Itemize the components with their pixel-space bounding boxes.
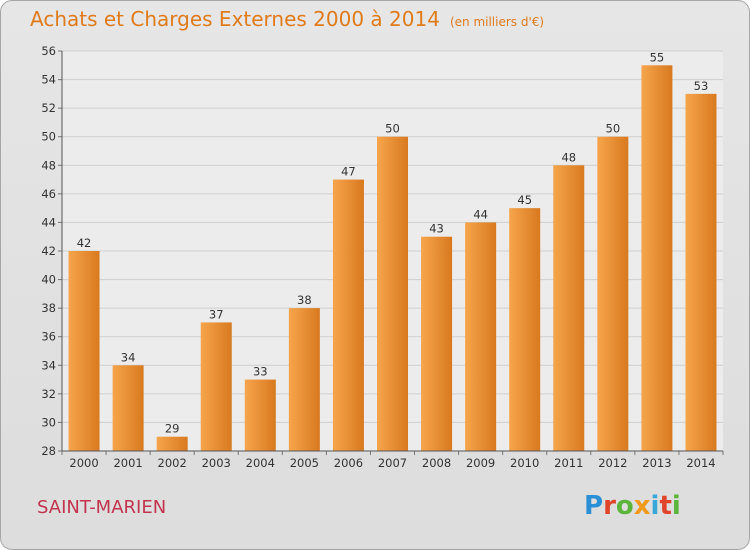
- bar-2008: [421, 236, 453, 451]
- x-tick-label-2012: 2012: [598, 456, 627, 470]
- y-tick-label: 42: [41, 244, 56, 258]
- data-label-2012: 50: [606, 122, 621, 136]
- data-label-2010: 45: [517, 193, 532, 207]
- y-tick-label: 46: [41, 187, 56, 201]
- x-tick-label-2010: 2010: [510, 456, 539, 470]
- x-tick-label-2007: 2007: [378, 456, 407, 470]
- bar-2009: [465, 222, 497, 451]
- x-tick-label-2009: 2009: [466, 456, 495, 470]
- data-label-2008: 43: [429, 222, 444, 236]
- logo-letter: x: [633, 491, 651, 521]
- logo-letter: i: [671, 491, 681, 521]
- data-label-2011: 48: [561, 150, 576, 164]
- y-tick-label: 40: [41, 273, 56, 287]
- x-tick-label-2001: 2001: [113, 456, 142, 470]
- bar-2013: [641, 65, 673, 452]
- data-label-2005: 38: [297, 293, 312, 307]
- y-tick-label: 44: [41, 215, 56, 229]
- x-tick-label-2005: 2005: [290, 456, 319, 470]
- x-tick-label-2013: 2013: [642, 456, 671, 470]
- data-label-2004: 33: [253, 365, 268, 379]
- chart-title-text: Achats et Charges Externes 2000 à 2014: [30, 7, 440, 31]
- logo-letter: o: [615, 491, 634, 521]
- bar-2007: [377, 136, 408, 451]
- city-name: SAINT-MARIEN: [37, 497, 167, 518]
- y-tick-label: 38: [41, 301, 56, 315]
- data-label-2009: 44: [473, 207, 488, 221]
- bar-2002: [156, 436, 188, 451]
- bar-2011: [553, 165, 585, 452]
- y-tick-label: 56: [41, 44, 56, 58]
- x-tick-label-2008: 2008: [422, 456, 451, 470]
- axes: 28 30 32 34 36 38 40 42 44 46 48 50 52 54 56 2000 2001 20…: [41, 44, 724, 470]
- x-tick-label-2000: 2000: [69, 456, 98, 470]
- y-tick-label: 30: [41, 415, 56, 429]
- logo-letter: i: [650, 491, 660, 521]
- x-tick-label-2002: 2002: [158, 456, 187, 470]
- y-tick-label: 48: [41, 158, 56, 172]
- y-tick-label: 52: [41, 101, 56, 115]
- bar-2006: [332, 179, 364, 452]
- bar-2005: [288, 308, 320, 451]
- bar-2010: [509, 208, 541, 451]
- x-tick-label-2014: 2014: [686, 456, 715, 470]
- x-tick-label-2011: 2011: [554, 456, 583, 470]
- y-tick-label: 36: [41, 330, 56, 344]
- data-label-2013: 55: [650, 50, 665, 64]
- data-label-2002: 29: [165, 422, 180, 436]
- bar-2004: [244, 379, 276, 451]
- chart-unit: (en milliers d'€): [449, 15, 545, 29]
- data-label-2003: 37: [209, 307, 224, 321]
- logo-letter: t: [659, 491, 672, 521]
- chart-title: Achats et Charges Externes 2000 à 2014 (e…: [30, 7, 544, 31]
- y-tick-label: 34: [41, 358, 56, 372]
- y-tick-label: 28: [41, 444, 56, 458]
- proxiti-logo[interactable]: Proxiti: [584, 491, 681, 521]
- x-tick-label-2004: 2004: [246, 456, 275, 470]
- bar-2001: [112, 365, 144, 451]
- bar-2012: [597, 136, 629, 451]
- logo-letter: r: [603, 491, 616, 521]
- data-label-2014: 53: [694, 79, 709, 93]
- y-tick-label: 54: [41, 73, 56, 87]
- x-tick-label-2003: 2003: [202, 456, 231, 470]
- bar-2003: [200, 322, 232, 451]
- data-label-2000: 42: [77, 236, 92, 250]
- data-label-2001: 34: [121, 350, 136, 364]
- bars: 42 34 29 37 33 38 47 50 43 44 45 48 50 55 53: [68, 50, 717, 452]
- bar-2014: [685, 93, 717, 451]
- data-label-2007: 50: [385, 122, 400, 136]
- bar-2000: [68, 251, 100, 451]
- y-tick-label: 50: [41, 130, 56, 144]
- data-label-2006: 47: [341, 165, 356, 179]
- x-tick-label-2006: 2006: [334, 456, 363, 470]
- logo-letter: P: [584, 491, 604, 521]
- y-tick-label: 32: [41, 387, 56, 401]
